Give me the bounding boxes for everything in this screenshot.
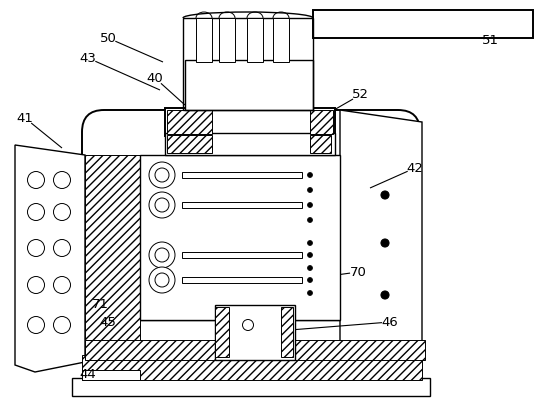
Bar <box>185 60 313 110</box>
Bar <box>295 340 425 360</box>
Bar <box>247 18 263 62</box>
Circle shape <box>54 316 70 334</box>
Bar <box>219 18 235 62</box>
Bar <box>140 155 340 320</box>
Circle shape <box>54 204 70 220</box>
Bar <box>310 110 333 134</box>
Bar <box>196 18 212 62</box>
Text: 70: 70 <box>349 266 366 278</box>
Circle shape <box>381 239 389 247</box>
Text: 42: 42 <box>407 162 424 174</box>
Circle shape <box>307 218 313 222</box>
Circle shape <box>54 172 70 189</box>
Text: 52: 52 <box>352 89 368 102</box>
Bar <box>182 252 302 258</box>
Text: 43: 43 <box>80 52 96 64</box>
Polygon shape <box>15 145 85 372</box>
Circle shape <box>155 168 169 182</box>
Polygon shape <box>340 110 422 375</box>
Circle shape <box>307 278 313 283</box>
Bar <box>215 307 229 357</box>
Circle shape <box>307 202 313 208</box>
Bar <box>82 370 140 380</box>
FancyBboxPatch shape <box>82 110 420 375</box>
Bar <box>165 108 335 136</box>
Circle shape <box>149 242 175 268</box>
Bar <box>167 110 212 134</box>
Circle shape <box>155 198 169 212</box>
Circle shape <box>307 253 313 258</box>
Bar <box>281 307 293 357</box>
Bar <box>85 155 140 360</box>
Bar <box>85 340 215 360</box>
Circle shape <box>28 316 44 334</box>
Circle shape <box>381 191 389 199</box>
Text: 50: 50 <box>100 31 116 44</box>
Bar <box>313 10 533 38</box>
Text: 45: 45 <box>100 316 116 328</box>
Circle shape <box>155 248 169 262</box>
Text: 71: 71 <box>91 299 109 312</box>
Circle shape <box>307 172 313 177</box>
Circle shape <box>307 187 313 193</box>
Bar <box>182 202 302 208</box>
Text: 40: 40 <box>147 71 163 85</box>
Bar <box>183 18 313 110</box>
Circle shape <box>307 266 313 270</box>
Bar <box>310 135 331 153</box>
Circle shape <box>307 241 313 245</box>
Circle shape <box>149 192 175 218</box>
Bar <box>167 135 212 153</box>
Circle shape <box>28 276 44 293</box>
Circle shape <box>54 276 70 293</box>
Bar <box>82 355 422 380</box>
Bar <box>273 18 289 62</box>
Circle shape <box>54 239 70 256</box>
Text: 51: 51 <box>481 33 498 46</box>
Circle shape <box>149 162 175 188</box>
Circle shape <box>155 273 169 287</box>
Text: 41: 41 <box>17 112 34 125</box>
Text: 46: 46 <box>381 316 398 328</box>
Circle shape <box>28 239 44 256</box>
Circle shape <box>242 320 254 330</box>
Circle shape <box>307 291 313 295</box>
Bar <box>182 277 302 283</box>
Bar <box>182 172 302 178</box>
Circle shape <box>28 172 44 189</box>
Bar <box>215 305 295 360</box>
Bar <box>72 378 430 396</box>
Circle shape <box>28 204 44 220</box>
Text: 44: 44 <box>80 368 96 382</box>
Circle shape <box>381 291 389 299</box>
Bar <box>165 133 335 155</box>
Circle shape <box>149 267 175 293</box>
